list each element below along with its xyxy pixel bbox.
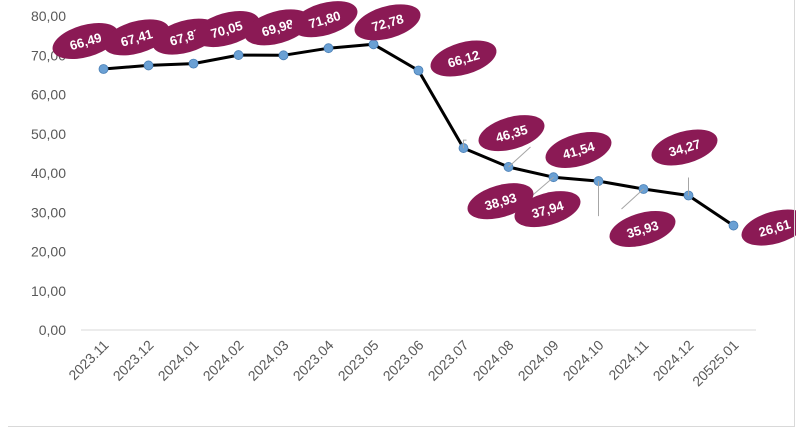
data-label: 69,98 — [244, 9, 311, 46]
data-label-bubble — [478, 115, 545, 152]
x-tick-label: 2023.04 — [290, 337, 337, 384]
data-label-bubble — [651, 129, 718, 166]
x-tick-label: 2024.10 — [560, 337, 607, 384]
leader-line — [508, 146, 531, 168]
data-label: 46,35 — [478, 115, 545, 152]
data-label-bubble — [244, 9, 311, 46]
data-label: 34,27 — [651, 129, 718, 166]
x-axis: 2023.112023.122024.012024.022024.032023.… — [65, 329, 756, 390]
data-label-bubble — [52, 23, 119, 60]
data-point — [98, 64, 109, 74]
y-tick-label: 50,00 — [31, 126, 66, 142]
y-tick-label: 0,00 — [39, 322, 66, 338]
leader-line — [621, 188, 644, 210]
leader-line — [463, 139, 467, 149]
data-point — [278, 50, 289, 61]
data-point — [143, 60, 154, 71]
y-tick-label: 80,00 — [31, 8, 66, 24]
y-tick-label: 40,00 — [31, 165, 66, 181]
data-label: 26,61 — [741, 209, 796, 246]
data-label: 35,93 — [609, 210, 676, 247]
data-label-bubble — [291, 1, 358, 38]
data-labels: 66,49 67,41 67,87 70,05 69,98 71,80 72,7866,12… — [52, 1, 796, 247]
data-point — [233, 50, 244, 60]
x-tick-label: 2024.08 — [470, 337, 517, 384]
x-tick-label: 2024.02 — [200, 337, 247, 384]
x-tick-label: 2024.01 — [155, 337, 202, 384]
y-tick-label: 10,00 — [31, 283, 66, 299]
y-tick-label: 60,00 — [31, 87, 66, 103]
data-label-bubble — [430, 40, 497, 77]
data-label: 66,12 — [430, 40, 497, 77]
data-label-bubble — [354, 4, 421, 41]
data-label-bubble — [609, 210, 676, 247]
data-label-bubble — [741, 209, 796, 246]
data-label: 41,54 — [545, 131, 612, 168]
data-point — [188, 58, 199, 69]
series — [98, 39, 739, 231]
x-tick-label: 20525.01 — [689, 337, 742, 390]
data-point — [323, 43, 334, 54]
data-label-bubble — [514, 191, 581, 228]
data-label-bubble — [193, 11, 260, 48]
x-tick-label: 2023.07 — [425, 337, 472, 384]
y-tick-label: 20,00 — [31, 244, 66, 260]
data-point — [413, 65, 424, 76]
x-tick-label: 2023.11 — [65, 337, 112, 384]
x-tick-label: 2024.03 — [245, 337, 292, 384]
data-label-bubble — [545, 131, 612, 168]
y-tick-label: 30,00 — [31, 204, 66, 220]
data-point — [368, 39, 379, 50]
data-label: 72,78 — [354, 4, 421, 41]
x-tick-label: 2023.05 — [335, 337, 382, 384]
data-label: 66,49 — [52, 23, 119, 60]
x-tick-label: 2023.12 — [110, 337, 157, 384]
data-point — [728, 220, 739, 231]
data-label: 70,05 — [193, 11, 260, 48]
y-axis: 0,0010,0020,0030,0040,0050,0060,0070,008… — [31, 8, 66, 338]
data-label: 71,80 — [291, 1, 358, 38]
x-tick-label: 2023.06 — [380, 337, 427, 384]
x-tick-label: 2024.11 — [605, 337, 652, 384]
data-label: 37,94 — [514, 191, 581, 228]
x-tick-label: 2024.09 — [515, 337, 562, 384]
